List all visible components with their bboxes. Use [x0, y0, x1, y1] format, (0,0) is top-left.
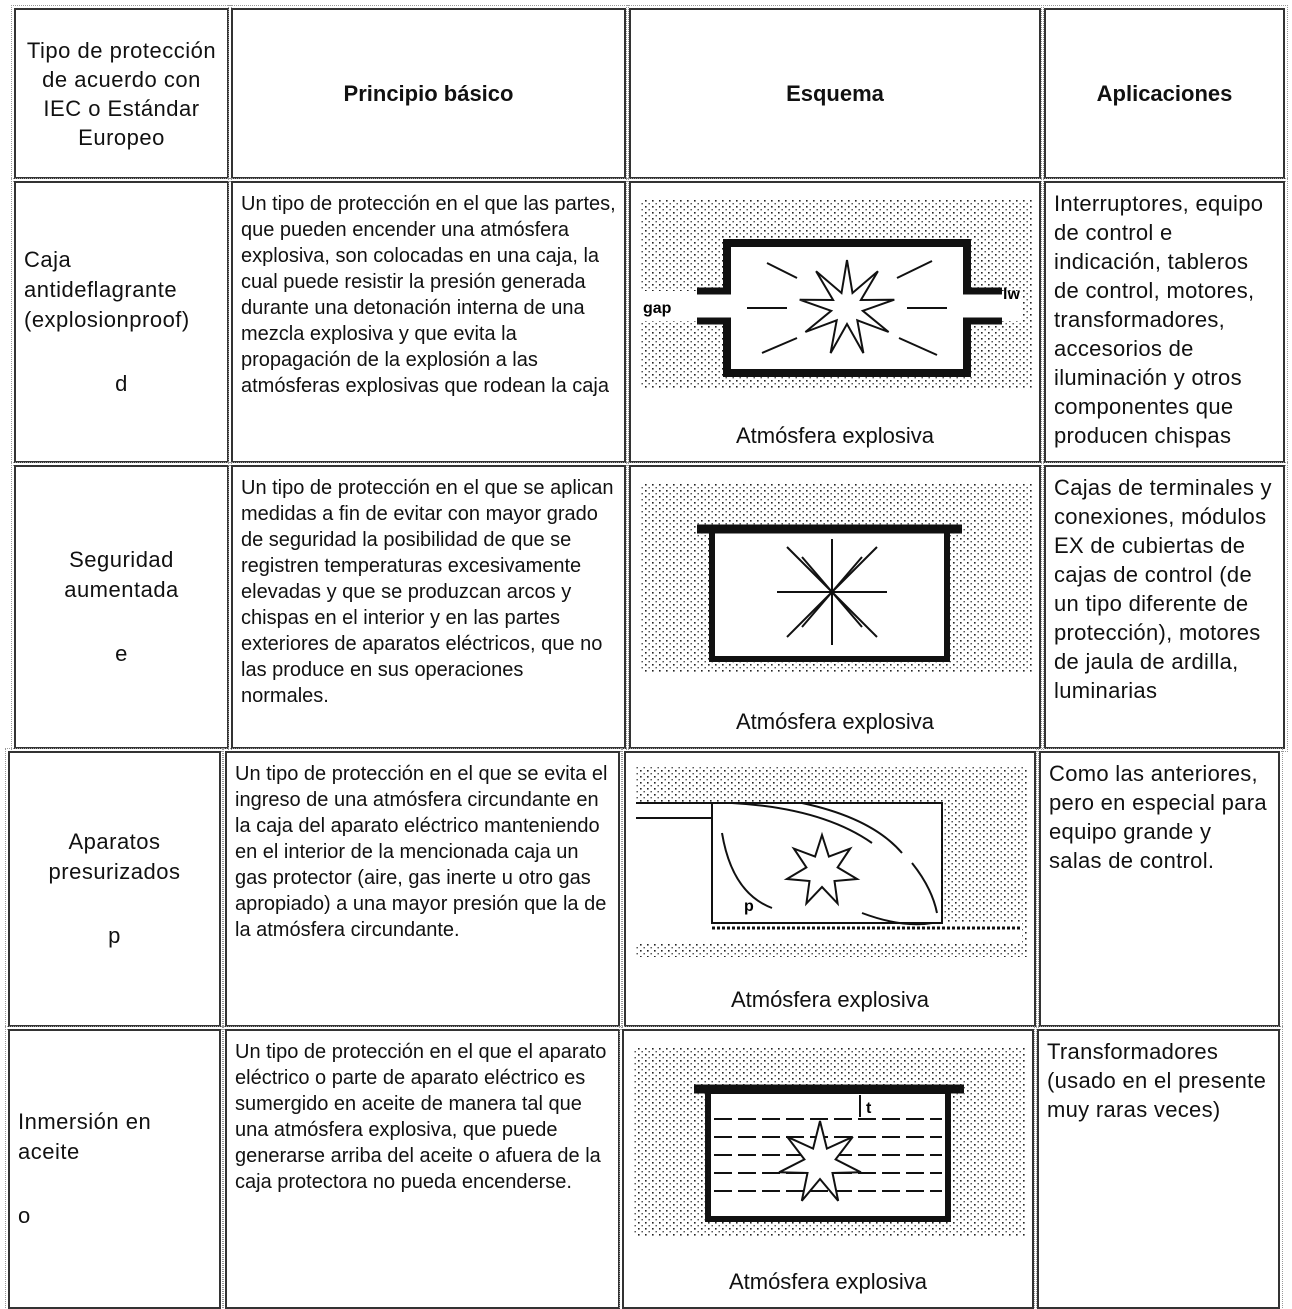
type-name: Caja antideflagrante (explosionproof)	[24, 247, 190, 332]
diagram-cell: Atmósfera explosiva	[626, 462, 1044, 752]
type-name: Aparatos presurizados	[48, 829, 181, 884]
diagram: p	[636, 767, 1028, 957]
header-cell: Aplicaciones	[1041, 5, 1288, 182]
diagram: t	[634, 1047, 1026, 1237]
applications-cell: Como las anteriores, pero en especial pa…	[1036, 748, 1283, 1030]
type-code: o	[18, 1203, 31, 1228]
type-name: Inmersión en aceite	[18, 1109, 152, 1164]
diagram-cell: t Atmósfera explosiva	[619, 1026, 1037, 1309]
diagram-caption: Atmósfera explosiva	[735, 709, 935, 734]
diagram-cell: p Atmósfera explosiva	[621, 748, 1039, 1030]
diagram-caption: Atmósfera explosiva	[728, 1269, 928, 1294]
star	[783, 831, 861, 907]
header-cell: Esquema	[626, 5, 1044, 182]
principle-cell: Un tipo de protección en el que se evita…	[222, 748, 623, 1030]
type-name: Seguridad aumentada	[64, 547, 179, 602]
type-cell: Caja antideflagrante (explosionproof) d	[11, 178, 232, 466]
principle-cell: Un tipo de protección en el que el apara…	[222, 1026, 623, 1309]
star	[778, 1120, 862, 1202]
type-code: d	[115, 371, 128, 396]
principle-cell: Un tipo de protección en el que se aplic…	[228, 462, 629, 752]
applications-cell: Interruptores, equipo de control e indic…	[1041, 178, 1288, 466]
applications-cell: Cajas de terminales y conexiones, módulo…	[1041, 462, 1288, 752]
diagram-label: t	[866, 1100, 872, 1117]
type-cell: Inmersión en aceite o	[5, 1026, 224, 1309]
type-code: e	[115, 641, 128, 666]
star	[799, 259, 895, 354]
header-cell: Tipo de protección de acuerdo con IEC o …	[11, 5, 232, 182]
diagram-label: p	[744, 898, 754, 915]
type-code: p	[108, 923, 121, 948]
principle-cell: Un tipo de protección en el que las part…	[228, 178, 629, 466]
diagram	[641, 483, 1033, 673]
type-cell: Aparatos presurizados p	[5, 748, 224, 1030]
diagram: gap lw	[641, 199, 1033, 389]
applications-cell: Transformadores (usado en el presente mu…	[1034, 1026, 1283, 1309]
diagram-cell: gap lw Atmósfera explosiva	[626, 178, 1044, 466]
type-cell: Seguridad aumentada e	[11, 462, 232, 752]
diagram-label: lw	[1003, 286, 1020, 303]
header-cell: Principio básico	[228, 5, 629, 182]
diagram-caption: Atmósfera explosiva	[730, 987, 930, 1012]
diagram-label: gap	[643, 300, 672, 317]
diagram-caption: Atmósfera explosiva	[735, 423, 935, 448]
